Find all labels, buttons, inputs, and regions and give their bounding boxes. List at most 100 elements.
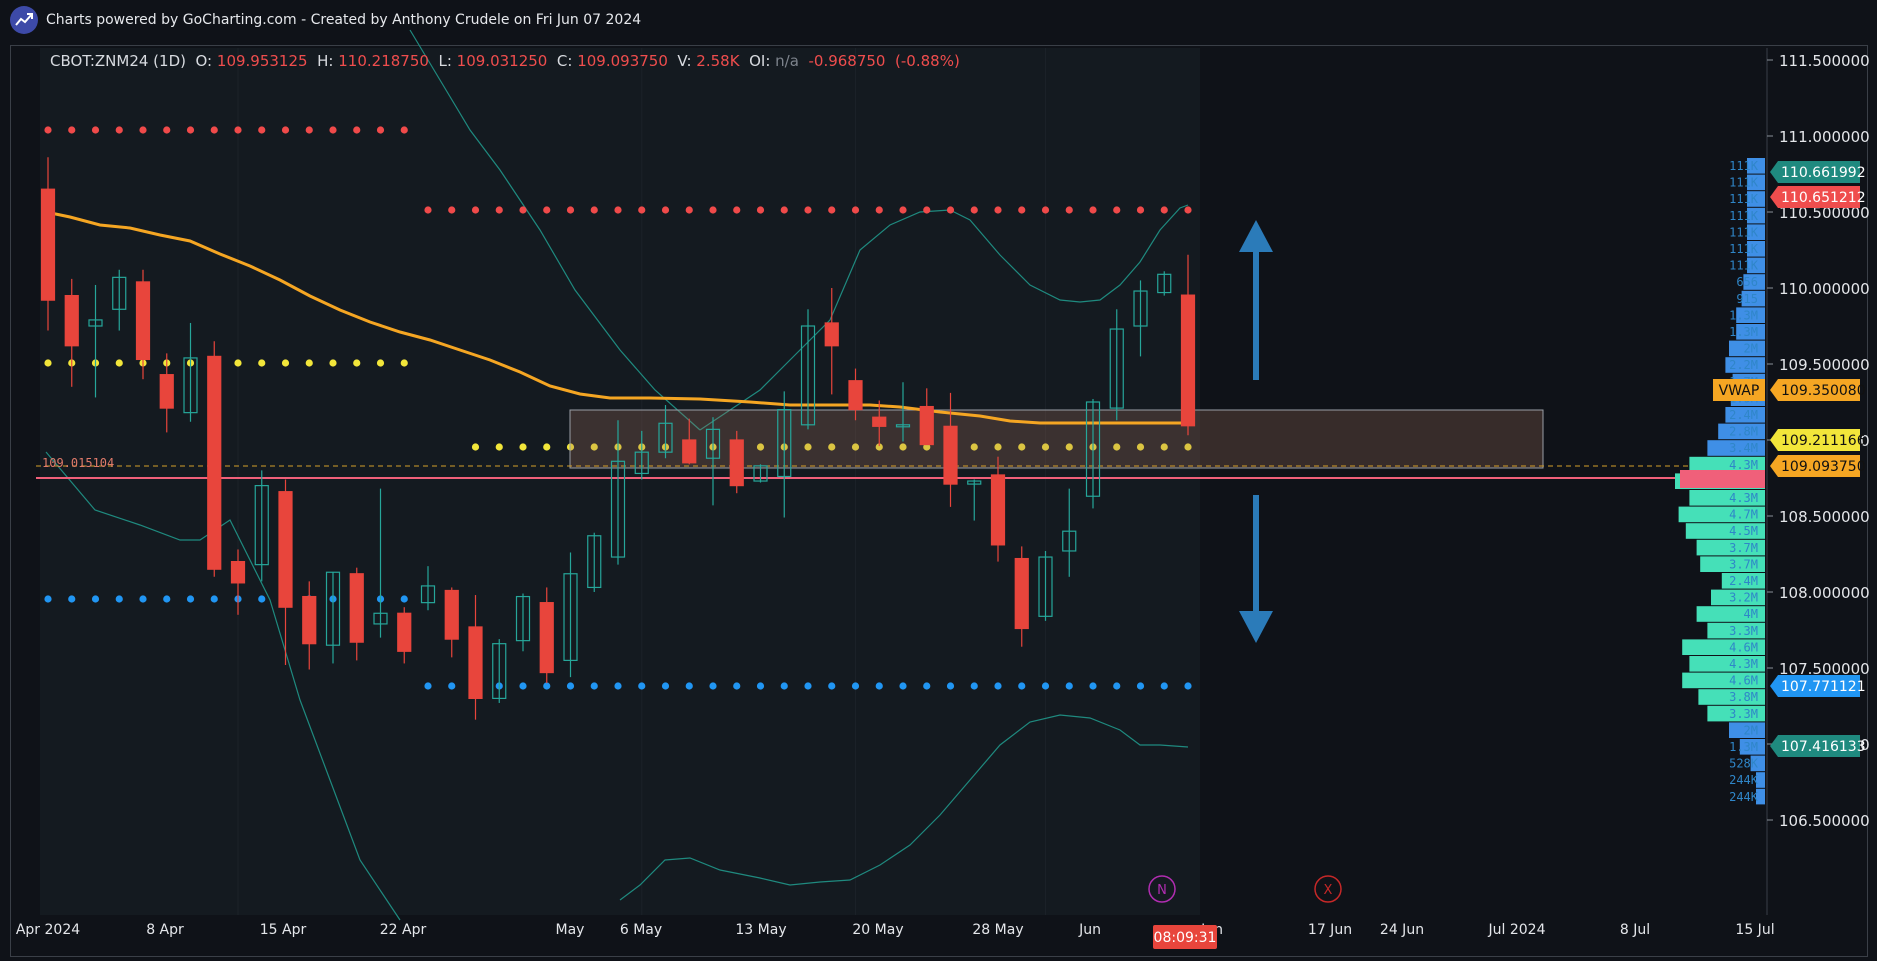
level-dot [1136,206,1145,214]
level-dot [661,206,670,214]
level-dot [186,595,195,603]
level-dot [400,595,408,603]
gocharting-logo[interactable] [10,6,38,34]
candle [753,464,768,483]
level-dot [543,682,551,690]
level-dot [899,682,907,690]
level-dot [733,682,741,690]
poc-bar [1680,470,1765,488]
level-dot [163,126,171,134]
candle [302,581,317,670]
level-dot [186,126,195,134]
candle [349,567,364,661]
volume-label: 1.3M [1729,308,1758,322]
volume-label: 2.4M [1729,408,1758,422]
candle-body [895,424,911,428]
candle [777,391,792,518]
volume-label: 111K [1729,176,1759,190]
arrow-head [1239,611,1273,643]
level-dot [590,682,598,690]
candle [895,382,911,442]
level-dot [566,206,575,214]
level-dot [899,206,907,214]
y-tick-label: 108.500000 [1779,508,1870,526]
candle [88,284,103,398]
candle [610,420,626,565]
level-dot [1041,682,1050,690]
candle [1133,280,1148,357]
y-tick-label: 110.000000 [1779,280,1870,298]
candle-body [1038,556,1053,617]
close-value: 109.093750 [577,52,668,70]
candle [943,392,958,507]
level-dot [424,682,432,690]
level-dot [661,682,670,690]
volume-label: 3.2M [1729,591,1758,605]
level-dot [828,206,836,214]
level-dot [946,206,955,214]
level-dot [115,359,123,367]
price-tag-bg [1770,186,1860,208]
candle-body [325,571,341,646]
y-tick-label: 111.000000 [1779,128,1870,146]
level-dot [163,595,171,603]
volume-bar [1756,788,1765,805]
candle [135,269,151,380]
level-dot [756,206,765,214]
level-dot [1113,682,1121,690]
level-dot [614,682,622,690]
candle [1180,254,1196,436]
level-dot [851,206,860,214]
candle [373,488,388,638]
level-dot [424,206,432,214]
x-tick-label: 15 Jul [1735,922,1774,938]
volume-bar [1729,340,1765,357]
level-dot [804,443,812,451]
level-dot [1184,682,1192,690]
x-tick-label: 8 Apr [146,922,184,938]
chart-frame [10,45,1868,957]
volume-label: 2.8M [1729,425,1758,439]
candle-body [278,491,293,608]
vwap-tag-bg [1713,379,1765,401]
candle [112,269,127,331]
level-dot [1018,443,1026,451]
candle-body [1180,294,1196,427]
volume-label: 4.3M [1729,657,1758,671]
candle [1109,309,1124,421]
level-dot [376,126,385,134]
candle-body [872,416,887,427]
x-tick-label: 15 Apr [260,922,307,938]
x-tick-label: 20 May [852,922,903,938]
candle-body [40,188,56,301]
countdown-badge: 08:09:31 [1153,925,1217,949]
event-marker: N [1148,875,1176,903]
candle-body [943,425,958,485]
candle-body [539,602,554,674]
x-tick-label: 17 Jun [1308,922,1352,938]
candle-body [64,295,79,347]
volume-bar [1747,174,1765,191]
candle [230,549,246,615]
volume-bar [1725,357,1765,373]
event-marker-ring [1314,875,1342,903]
level-dot [566,682,575,690]
x-tick-label: Jun [1078,922,1101,938]
candle-body [729,439,744,487]
volume-value: 2.58K [696,52,740,70]
level-dot [828,443,836,451]
level-dot [353,126,361,134]
candle [824,288,839,395]
price-tag-text: 109.211166 [1781,433,1866,449]
vwap-tag-text: VWAP [1719,383,1760,399]
price-tag-text: 110.651212 [1781,190,1866,206]
level-dot [804,206,812,214]
level-dot [91,126,100,134]
candle-body [230,560,246,584]
level-dot [115,126,123,134]
candle [1157,271,1172,296]
level-dot [590,443,598,451]
level-dot [543,206,551,214]
volume-bar [1736,307,1765,323]
